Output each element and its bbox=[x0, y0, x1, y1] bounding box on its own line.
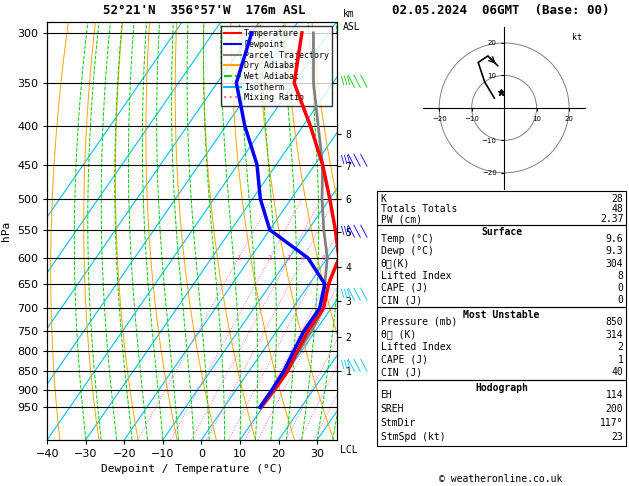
Text: 02.05.2024  06GMT  (Base: 00): 02.05.2024 06GMT (Base: 00) bbox=[392, 4, 610, 17]
Text: ╲╲╲: ╲╲╲ bbox=[348, 154, 368, 166]
Text: © weatheronline.co.uk: © weatheronline.co.uk bbox=[439, 473, 563, 484]
Text: Lifted Index: Lifted Index bbox=[381, 342, 451, 352]
Text: StmDir: StmDir bbox=[381, 417, 416, 428]
Text: $\backslash\backslash\backslash$: $\backslash\backslash\backslash$ bbox=[340, 358, 352, 371]
Text: 117°: 117° bbox=[600, 417, 623, 428]
Text: 1: 1 bbox=[618, 355, 623, 365]
Text: 40: 40 bbox=[611, 367, 623, 378]
Text: SREH: SREH bbox=[381, 404, 404, 414]
Text: 48: 48 bbox=[611, 205, 623, 214]
Text: 9.6: 9.6 bbox=[606, 234, 623, 244]
Text: $\backslash\backslash\backslash$: $\backslash\backslash\backslash$ bbox=[340, 225, 352, 237]
Text: ╲╲╲: ╲╲╲ bbox=[348, 74, 368, 87]
Y-axis label: hPa: hPa bbox=[1, 221, 11, 241]
Text: CIN (J): CIN (J) bbox=[381, 367, 421, 378]
Text: 8: 8 bbox=[618, 271, 623, 281]
Text: $\backslash\backslash\backslash$: $\backslash\backslash\backslash$ bbox=[340, 153, 352, 166]
Text: K: K bbox=[381, 194, 386, 205]
Text: CAPE (J): CAPE (J) bbox=[381, 355, 428, 365]
Text: Hodograph: Hodograph bbox=[475, 383, 528, 393]
Text: LCL: LCL bbox=[340, 445, 357, 455]
Text: ╲╲╲: ╲╲╲ bbox=[348, 287, 368, 300]
Text: PW (cm): PW (cm) bbox=[381, 214, 421, 225]
Text: $\backslash\backslash\backslash$: $\backslash\backslash\backslash$ bbox=[340, 287, 352, 300]
Text: ╲╲╲: ╲╲╲ bbox=[348, 225, 368, 237]
Text: 850: 850 bbox=[606, 317, 623, 327]
Text: θᴄ(K): θᴄ(K) bbox=[381, 259, 410, 269]
Text: 9.3: 9.3 bbox=[606, 246, 623, 257]
Text: 2: 2 bbox=[618, 342, 623, 352]
Text: 3: 3 bbox=[287, 255, 291, 261]
Text: ASL: ASL bbox=[343, 21, 360, 32]
X-axis label: Dewpoint / Temperature (°C): Dewpoint / Temperature (°C) bbox=[101, 465, 283, 474]
Text: 23: 23 bbox=[611, 432, 623, 442]
Text: CIN (J): CIN (J) bbox=[381, 295, 421, 305]
Text: $\backslash\backslash\backslash$: $\backslash\backslash\backslash$ bbox=[340, 74, 352, 87]
Text: 6: 6 bbox=[322, 255, 326, 261]
Text: Dewp (°C): Dewp (°C) bbox=[381, 246, 433, 257]
Legend: Temperature, Dewpoint, Parcel Trajectory, Dry Adiabat, Wet Adiabat, Isotherm, Mi: Temperature, Dewpoint, Parcel Trajectory… bbox=[221, 26, 332, 105]
Text: Pressure (mb): Pressure (mb) bbox=[381, 317, 457, 327]
Text: 4: 4 bbox=[301, 255, 305, 261]
Text: 2: 2 bbox=[267, 255, 272, 261]
Text: 2.37: 2.37 bbox=[600, 214, 623, 225]
Text: 114: 114 bbox=[606, 390, 623, 400]
Text: θᴄ (K): θᴄ (K) bbox=[381, 330, 416, 340]
Text: Lifted Index: Lifted Index bbox=[381, 271, 451, 281]
Text: EH: EH bbox=[381, 390, 392, 400]
Text: km: km bbox=[343, 9, 355, 19]
Text: 0: 0 bbox=[618, 295, 623, 305]
Text: 0: 0 bbox=[618, 283, 623, 293]
Text: Temp (°C): Temp (°C) bbox=[381, 234, 433, 244]
Text: 28: 28 bbox=[611, 194, 623, 205]
Text: Most Unstable: Most Unstable bbox=[464, 310, 540, 320]
Text: 52°21'N  356°57'W  176m ASL: 52°21'N 356°57'W 176m ASL bbox=[103, 4, 306, 17]
Text: CAPE (J): CAPE (J) bbox=[381, 283, 428, 293]
Text: 200: 200 bbox=[606, 404, 623, 414]
Text: StmSpd (kt): StmSpd (kt) bbox=[381, 432, 445, 442]
Text: Totals Totals: Totals Totals bbox=[381, 205, 457, 214]
Text: kt: kt bbox=[572, 33, 582, 42]
Text: ╲╲╲: ╲╲╲ bbox=[348, 358, 368, 371]
Text: 1: 1 bbox=[237, 255, 240, 261]
Text: 304: 304 bbox=[606, 259, 623, 269]
Text: 314: 314 bbox=[606, 330, 623, 340]
Text: Surface: Surface bbox=[481, 227, 522, 238]
